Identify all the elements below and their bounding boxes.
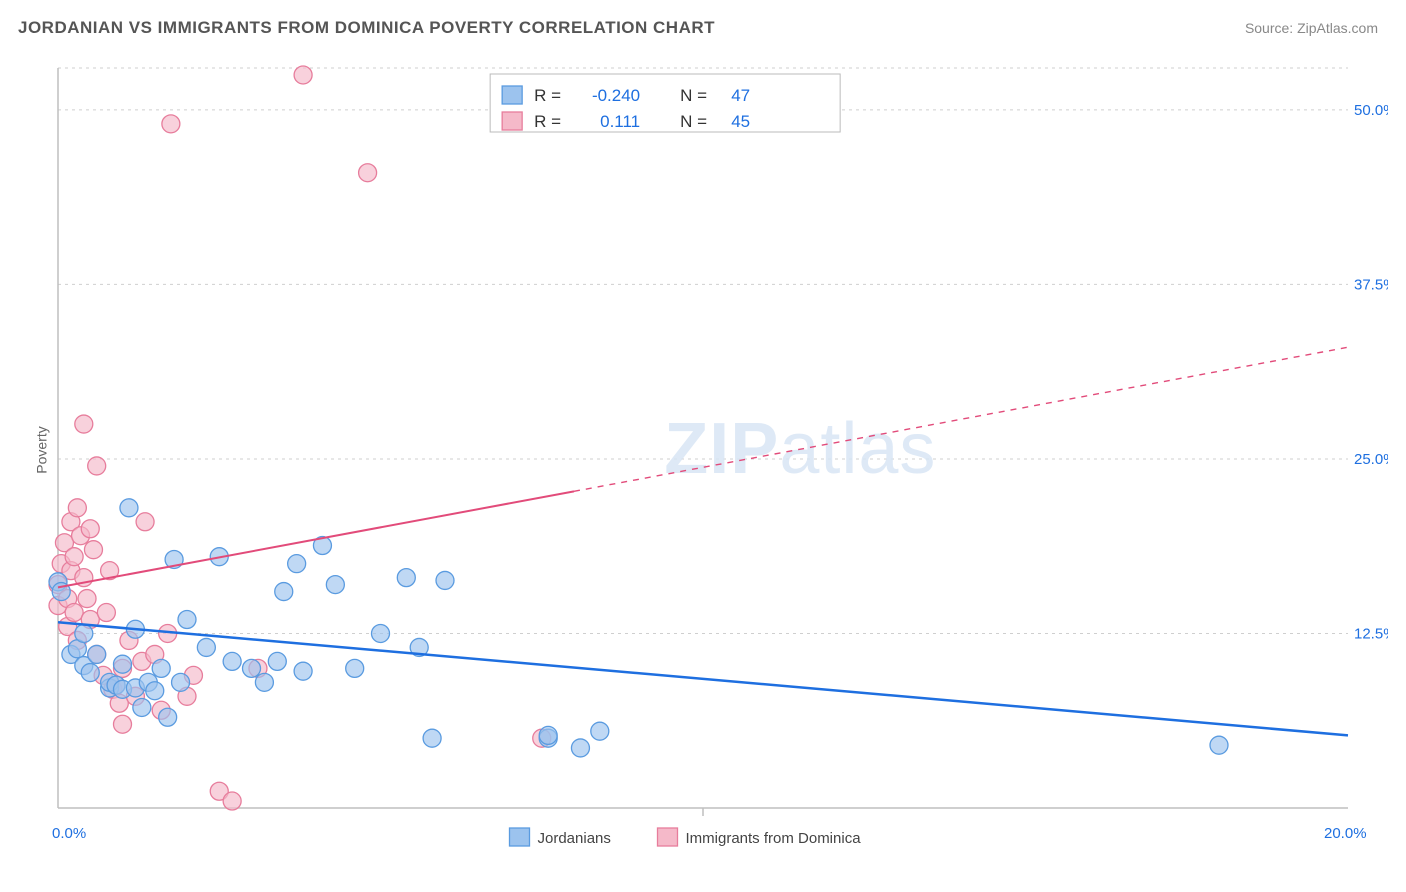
data-point bbox=[223, 792, 241, 810]
trend-line bbox=[58, 622, 1348, 735]
legend-series-label: Jordanians bbox=[538, 830, 611, 847]
data-point bbox=[84, 541, 102, 559]
data-point bbox=[255, 673, 273, 691]
y-tick-label: 25.0% bbox=[1354, 451, 1388, 468]
data-point bbox=[346, 659, 364, 677]
legend-n-label: N = bbox=[680, 86, 707, 105]
legend-r-label: R = bbox=[534, 86, 561, 105]
data-point bbox=[78, 590, 96, 608]
data-point bbox=[114, 715, 132, 733]
y-tick-label: 12.5% bbox=[1354, 625, 1388, 642]
legend-n-value: 47 bbox=[731, 86, 750, 105]
data-point bbox=[172, 673, 190, 691]
data-point bbox=[275, 583, 293, 601]
legend-swatch bbox=[658, 828, 678, 846]
legend-swatch bbox=[502, 112, 522, 130]
data-point bbox=[243, 659, 261, 677]
data-point bbox=[294, 662, 312, 680]
data-point bbox=[397, 569, 415, 587]
data-point bbox=[539, 726, 557, 744]
y-tick-label: 50.0% bbox=[1354, 102, 1388, 119]
data-point bbox=[294, 66, 312, 84]
legend-r-value: 0.111 bbox=[600, 112, 640, 131]
chart-container: Poverty ZIPatlas12.5%25.0%37.5%50.0%0.0%… bbox=[48, 60, 1388, 840]
data-point bbox=[81, 664, 99, 682]
data-point bbox=[359, 164, 377, 182]
data-point bbox=[571, 739, 589, 757]
legend-r-value: -0.240 bbox=[592, 86, 640, 105]
x-tick-label: 0.0% bbox=[52, 825, 86, 842]
legend-r-label: R = bbox=[534, 112, 561, 131]
data-point bbox=[1210, 736, 1228, 754]
y-axis-label: Poverty bbox=[34, 426, 50, 473]
legend-n-value: 45 bbox=[731, 112, 750, 131]
data-point bbox=[65, 604, 83, 622]
y-tick-label: 37.5% bbox=[1354, 276, 1388, 293]
data-point bbox=[178, 611, 196, 629]
data-point bbox=[288, 555, 306, 573]
data-point bbox=[136, 513, 154, 531]
data-point bbox=[68, 499, 86, 517]
data-point bbox=[152, 659, 170, 677]
data-point bbox=[88, 645, 106, 663]
data-point bbox=[268, 652, 286, 670]
data-point bbox=[114, 655, 132, 673]
legend-swatch bbox=[502, 86, 522, 104]
data-point bbox=[591, 722, 609, 740]
data-point bbox=[120, 499, 138, 517]
data-point bbox=[162, 115, 180, 133]
legend-n-label: N = bbox=[680, 112, 707, 131]
data-point bbox=[133, 698, 151, 716]
source-credit: Source: ZipAtlas.com bbox=[1245, 20, 1378, 36]
data-point bbox=[326, 576, 344, 594]
data-point bbox=[159, 708, 177, 726]
scatter-chart: ZIPatlas12.5%25.0%37.5%50.0%0.0%20.0%R =… bbox=[48, 60, 1388, 860]
data-point bbox=[423, 729, 441, 747]
data-point bbox=[65, 548, 83, 566]
legend-swatch bbox=[510, 828, 530, 846]
data-point bbox=[75, 415, 93, 433]
data-point bbox=[223, 652, 241, 670]
data-point bbox=[436, 571, 454, 589]
data-point bbox=[146, 682, 164, 700]
page-title: JORDANIAN VS IMMIGRANTS FROM DOMINICA PO… bbox=[18, 18, 715, 38]
data-point bbox=[372, 624, 390, 642]
x-tick-label: 20.0% bbox=[1324, 825, 1367, 842]
legend-series-label: Immigrants from Dominica bbox=[686, 830, 862, 847]
data-point bbox=[81, 520, 99, 538]
data-point bbox=[88, 457, 106, 475]
data-point bbox=[97, 604, 115, 622]
data-point bbox=[197, 638, 215, 656]
data-point bbox=[75, 624, 93, 642]
